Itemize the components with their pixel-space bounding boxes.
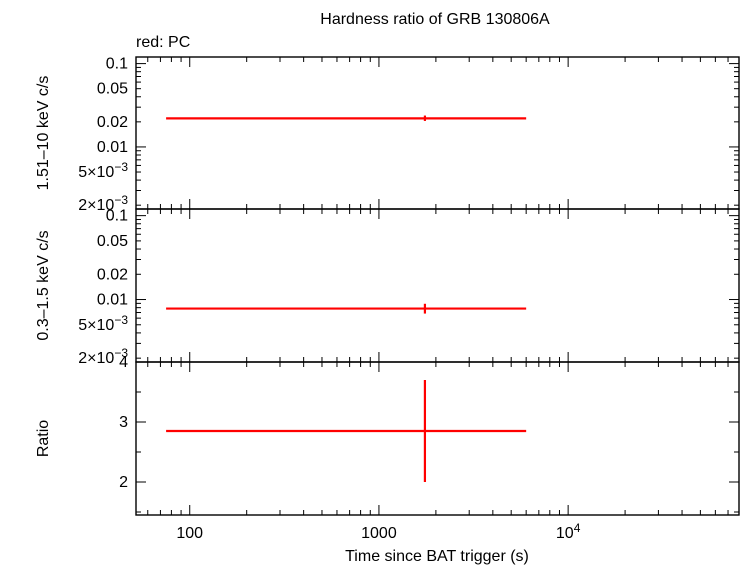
panel-hard: 0.1 0.05 0.02 0.01 5×10−3 2×10−3 1.51–10 keV c… (35, 56, 740, 214)
panel-frame (135, 361, 740, 516)
y-tick-label: 0.02 (97, 266, 128, 283)
chart-subtitle: red: PC (136, 34, 190, 51)
y-tick-label: 5×10−3 (78, 313, 128, 334)
x-tick-label: 104 (556, 521, 581, 542)
y-axis-label: 1.51–10 keV c/s (35, 76, 52, 191)
panel-ratio: 2 3 4 Ratio (35, 354, 740, 516)
y-tick-label: 0.1 (106, 56, 128, 73)
y-tick-label: 3 (119, 414, 128, 431)
plot-panels: 0.1 0.05 0.02 0.01 5×10−3 2×10−3 1.51–10 keV c… (35, 56, 740, 542)
y-tick-label: 2 (119, 474, 128, 491)
y-tick-label: 0.01 (97, 292, 128, 309)
panel-soft: 0.1 0.05 0.02 0.01 5×10−3 2×10−3 0.3–1.5 keV c… (35, 208, 740, 367)
y-tick-label: 2×10−3 (78, 193, 128, 214)
panel-frame (135, 208, 740, 363)
y-axis-label: 0.3–1.5 keV c/s (35, 230, 52, 340)
x-tick-label: 1000 (361, 525, 397, 542)
panel-frame (135, 56, 740, 210)
y-tick-label: 4 (119, 354, 128, 371)
y-tick-label: 0.05 (97, 233, 128, 250)
x-axis-label: Time since BAT trigger (s) (345, 548, 529, 565)
chart-title: Hardness ratio of GRB 130806A (320, 11, 550, 28)
y-tick-label: 0.02 (97, 114, 128, 131)
y-tick-label: 5×10−3 (78, 160, 128, 181)
x-tick-label: 100 (176, 525, 203, 542)
y-tick-label: 0.1 (106, 208, 128, 225)
y-tick-label: 0.05 (97, 81, 128, 98)
y-axis-label: Ratio (35, 420, 52, 457)
y-tick-label: 2×10−3 (78, 346, 128, 367)
y-tick-label: 0.01 (97, 139, 128, 156)
